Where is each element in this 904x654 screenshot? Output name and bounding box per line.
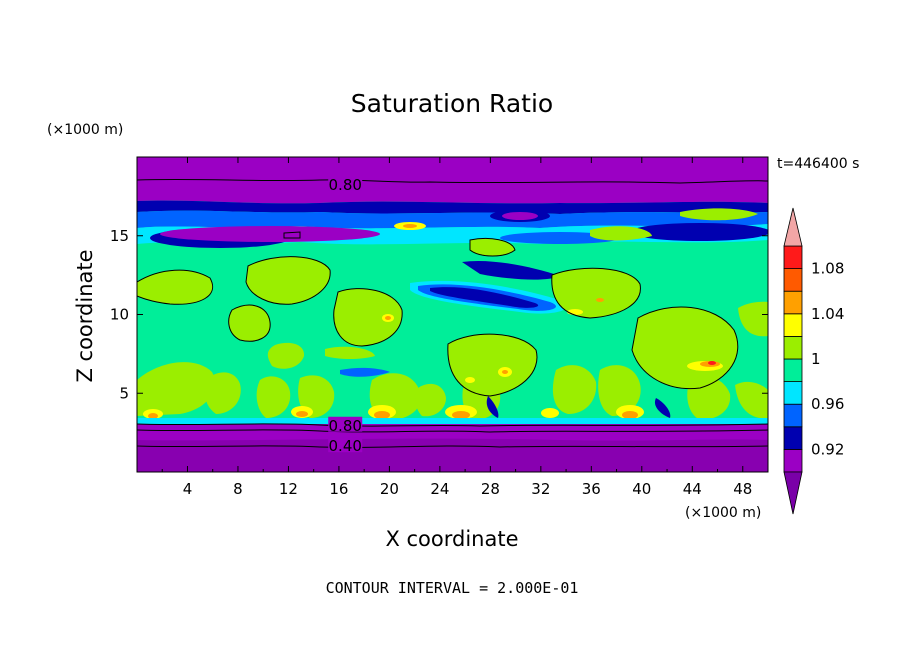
contour-label: 0.40 <box>328 437 363 455</box>
contour-label-text: 0.80 <box>329 417 362 435</box>
colorbar-label: 0.96 <box>811 395 844 413</box>
lower-cyan-band <box>137 418 768 424</box>
upper-blue-band <box>137 200 768 214</box>
x-tick-label: 28 <box>481 480 500 498</box>
y-axis-label: Z coordinate <box>73 249 97 382</box>
x-axis-label: X coordinate <box>385 527 518 551</box>
x-tick-label: 32 <box>531 480 550 498</box>
colorbar-segment <box>783 245 803 270</box>
colorbar-under-triangle <box>783 471 803 515</box>
colorbar-segment <box>783 358 803 383</box>
colorbar-segment <box>783 268 803 292</box>
contour-field: 0.80 0.80 0.40 <box>137 157 768 472</box>
x-tick-label: 24 <box>430 480 449 498</box>
x-tick-label: 36 <box>582 480 601 498</box>
x-units-label: (×1000 m) <box>685 505 761 521</box>
x-tick-label: 48 <box>733 480 752 498</box>
colorbar-label: 1.08 <box>811 260 844 278</box>
upper-purple-band <box>137 157 768 204</box>
contour-label-text: 0.40 <box>329 437 362 455</box>
z-units-label: (×1000 m) <box>47 122 123 138</box>
colorbar-segment <box>783 335 803 360</box>
x-axis: 4 8 12 16 20 24 28 32 36 40 44 48 <box>161 157 752 498</box>
x-tick-label: 8 <box>233 480 243 498</box>
colorbar-segment <box>783 313 803 337</box>
contour-label-group: 0.80 0.80 0.40 <box>328 175 363 455</box>
x-tick-label: 40 <box>632 480 651 498</box>
colorbar: 0.92 0.96 1 1.04 1.08 <box>783 207 844 515</box>
y-tick-label: 5 <box>119 384 129 402</box>
colorbar-segment <box>783 403 803 428</box>
contour-label: 0.80 <box>328 175 363 194</box>
time-label: t=446400 s <box>777 156 859 172</box>
contour-label: 0.80 <box>328 416 363 435</box>
y-tick-label: 15 <box>110 227 129 245</box>
y-axis: 5 10 15 <box>110 227 768 402</box>
x-tick-label: 20 <box>380 480 399 498</box>
x-tick-label: 12 <box>279 480 298 498</box>
colorbar-label: 0.92 <box>811 440 844 458</box>
x-tick-label: 44 <box>683 480 702 498</box>
colorbar-segment <box>783 381 803 405</box>
colorbar-segment <box>783 426 803 450</box>
x-tick-label: 16 <box>329 480 348 498</box>
y-tick-label: 10 <box>110 306 129 324</box>
x-tick-label: 4 <box>183 480 193 498</box>
chart-title: Saturation Ratio <box>351 89 553 118</box>
contour-label-text: 0.80 <box>329 176 362 194</box>
contour-interval-note: CONTOUR INTERVAL = 2.000E-01 <box>326 579 579 597</box>
colorbar-segment <box>783 290 803 315</box>
colorbar-label: 1.04 <box>811 305 844 323</box>
supersaturated-spots <box>143 222 723 419</box>
colorbar-over-triangle <box>783 207 803 247</box>
colorbar-segment <box>783 448 803 473</box>
colorbar-label: 1 <box>811 350 821 368</box>
contour-lines <box>137 178 768 448</box>
upper-lightblue-band <box>137 210 768 229</box>
